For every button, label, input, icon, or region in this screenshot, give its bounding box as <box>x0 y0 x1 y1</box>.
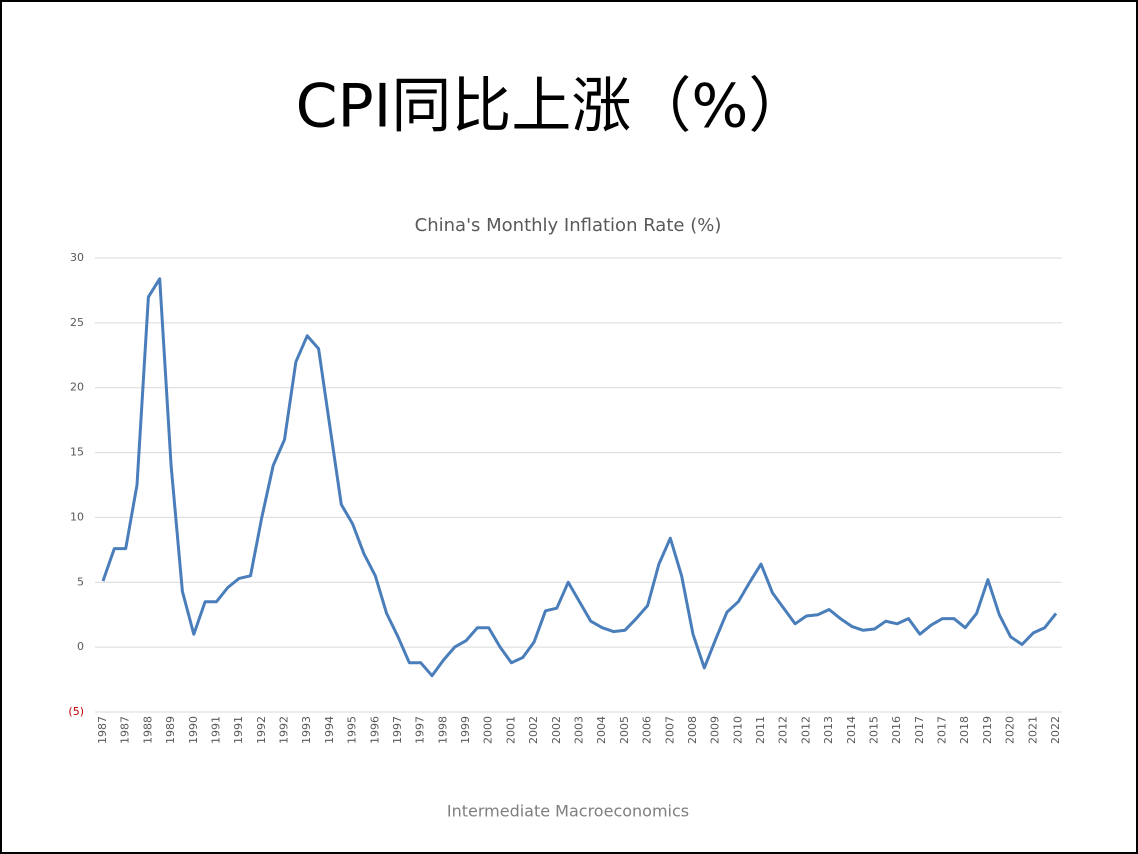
x-tick-label: 2007 <box>663 716 676 744</box>
x-tick-label: 2018 <box>958 716 971 744</box>
x-tick-label: 1992 <box>278 716 291 744</box>
x-tick-label: 1991 <box>209 716 222 744</box>
y-tick-label: (5) <box>68 705 84 718</box>
x-tick-label: 2017 <box>913 716 926 744</box>
x-tick-label: 2005 <box>618 716 631 744</box>
x-tick-label: 2016 <box>890 716 903 744</box>
x-tick-label: 1997 <box>391 716 404 744</box>
x-tick-label: 2006 <box>641 716 654 744</box>
x-tick-label: 1987 <box>119 716 132 744</box>
data-line <box>101 277 1058 678</box>
y-tick-label: 10 <box>70 510 84 523</box>
x-tick-label: 1997 <box>414 716 427 744</box>
x-tick-label: 1988 <box>141 716 154 744</box>
x-tick-label: 2013 <box>822 716 835 744</box>
y-tick-label: 5 <box>77 575 84 588</box>
x-tick-label: 1987 <box>96 716 109 744</box>
x-tick-label: 2002 <box>550 716 563 744</box>
x-tick-label: 2014 <box>845 716 858 744</box>
x-tick-label: 2012 <box>777 716 790 744</box>
x-tick-label: 2000 <box>482 716 495 744</box>
y-tick-label: 0 <box>77 640 84 653</box>
y-tick-label: 15 <box>70 446 84 459</box>
x-tick-label: 1993 <box>300 716 313 744</box>
x-tick-label: 2022 <box>1049 716 1062 744</box>
x-tick-label: 2004 <box>595 716 608 744</box>
x-tick-label: 1998 <box>436 716 449 744</box>
x-tick-label: 2008 <box>686 716 699 744</box>
x-tick-label: 1991 <box>232 716 245 744</box>
slide-title: CPI同比上涨（%） <box>296 72 809 142</box>
x-tick-label: 1992 <box>255 716 268 744</box>
y-tick-label: 30 <box>70 251 84 264</box>
x-tick-label: 1996 <box>368 716 381 744</box>
x-tick-label: 1999 <box>459 716 472 744</box>
x-tick-label: 2019 <box>981 716 994 744</box>
x-tick-label: 2020 <box>1004 716 1017 744</box>
y-tick-label: 20 <box>70 381 84 394</box>
x-tick-label: 2003 <box>573 716 586 744</box>
footer: Intermediate Macroeconomics <box>447 802 689 821</box>
x-tick-label: 2009 <box>709 716 722 744</box>
x-tick-label: 2017 <box>936 716 949 744</box>
x-tick-label: 2010 <box>731 716 744 744</box>
x-tick-label: 1994 <box>323 716 336 744</box>
x-tick-label: 2002 <box>527 716 540 744</box>
x-tick-label: 1990 <box>187 716 200 744</box>
y-tick-label: 25 <box>70 316 84 329</box>
x-tick-label: 1995 <box>346 716 359 744</box>
x-tick-label: 2015 <box>867 716 880 744</box>
x-tick-label: 2011 <box>754 716 767 744</box>
x-tick-label: 2012 <box>799 716 812 744</box>
x-tick-label: 2001 <box>504 716 517 744</box>
x-tick-label: 2021 <box>1026 716 1039 744</box>
x-tick-label: 1989 <box>164 716 177 744</box>
chart-title: China's Monthly Inflation Rate (%) <box>415 215 722 236</box>
